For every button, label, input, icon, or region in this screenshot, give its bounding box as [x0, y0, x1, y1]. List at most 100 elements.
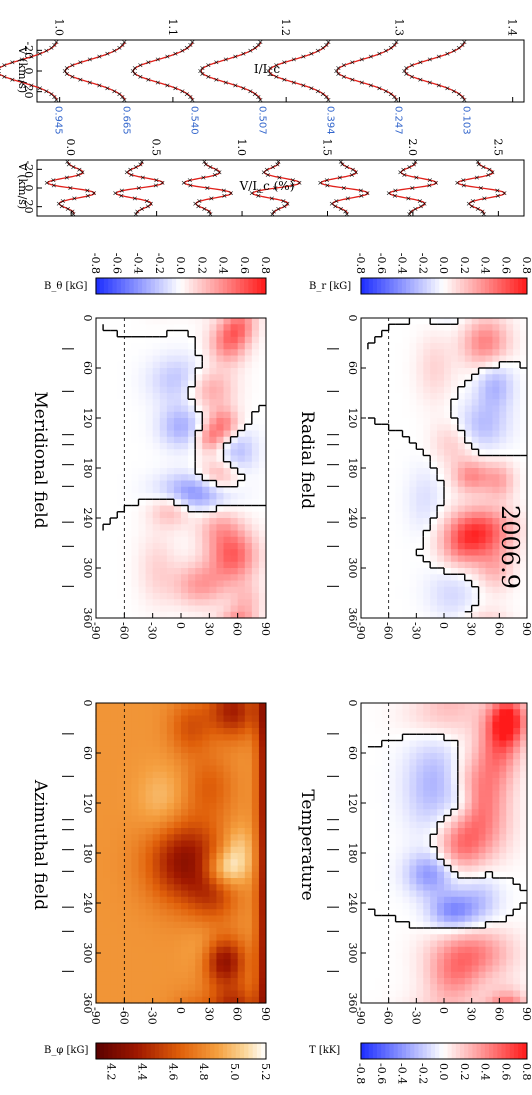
- azimuthal-cell: [484, 790, 493, 798]
- meridional-cell: [471, 449, 479, 457]
- temperature-cell: [229, 928, 238, 935]
- azimuthal-cell: [450, 809, 458, 817]
- radial-cell: [116, 555, 125, 563]
- temperature-cell: [251, 915, 259, 923]
- radial-cell: [95, 355, 104, 363]
- radial-cell: [208, 430, 217, 438]
- radial-cell: [180, 561, 189, 569]
- radial-cell: [180, 411, 189, 419]
- azimuthal-cell: [477, 971, 486, 979]
- radial-cell: [244, 593, 252, 600]
- temperature-cell: [215, 915, 224, 923]
- temperature-cell: [222, 734, 231, 742]
- temperature-cell: [116, 846, 125, 854]
- radial-cell: [201, 611, 210, 619]
- azimuthal-cell: [498, 715, 507, 723]
- temperature-cell: [180, 753, 189, 760]
- meridional-cell: [436, 530, 444, 538]
- temperature-cell: [152, 703, 160, 710]
- azimuthal-cell: [408, 959, 417, 967]
- azimuthal-cell: [512, 878, 521, 885]
- temperature-cell: [208, 815, 217, 823]
- radial-cell: [251, 405, 259, 413]
- radial-cell: [166, 555, 174, 563]
- temperature-cell: [222, 859, 231, 867]
- temperature-cell: [258, 959, 266, 967]
- temperature-cell: [137, 903, 146, 910]
- meridional-cell: [374, 449, 382, 457]
- meridional-cell: [457, 505, 465, 513]
- azimuthal-cell: [401, 959, 410, 967]
- radial-cell: [137, 343, 146, 350]
- temperature-cell: [237, 803, 245, 810]
- temperature-cell: [180, 884, 189, 892]
- radial-cell: [166, 424, 174, 432]
- temperature-cell: [251, 815, 259, 823]
- temperature-cell: [208, 940, 217, 948]
- radial-cell: [152, 568, 160, 575]
- radial-cell: [251, 480, 259, 488]
- azimuthal-cell: [457, 728, 465, 735]
- temperature-cell: [109, 790, 118, 798]
- meridional-cell: [477, 386, 486, 394]
- azimuthal-cell: [388, 740, 396, 748]
- azimuthal-cell: [381, 715, 389, 723]
- radial-cell: [130, 530, 139, 538]
- radial-cell: [152, 505, 160, 513]
- radial-cell: [159, 343, 167, 350]
- radial-cell: [159, 499, 167, 507]
- radial-cell: [208, 374, 217, 382]
- temperature-cell: [237, 915, 245, 923]
- meridional-cell: [408, 374, 417, 382]
- temperature-cell: [102, 728, 111, 735]
- temperature-cell: [194, 971, 203, 979]
- radial-cell: [123, 430, 132, 438]
- temperature-cell: [251, 890, 259, 898]
- meridional-cell: [408, 486, 417, 494]
- azimuthal-cell: [401, 853, 410, 860]
- temperature-cell: [194, 765, 203, 773]
- radial-cell: [102, 418, 111, 425]
- temperature-cell: [208, 871, 217, 879]
- meridional-cell: [422, 430, 431, 438]
- temperature-cell: [109, 746, 118, 754]
- temperature-cell: [258, 784, 266, 792]
- temperature-cell: [137, 978, 146, 985]
- temperature-cell: [159, 890, 167, 898]
- meridional-cell: [477, 480, 486, 488]
- temperature-cell: [166, 978, 174, 985]
- azimuthal-cell: [519, 990, 527, 998]
- radial-cell: [123, 355, 132, 363]
- temperature-colorbar-segment: [146, 1043, 152, 1059]
- meridional-cell: [374, 393, 382, 400]
- temperature-cell: [173, 721, 181, 729]
- meridional-cell: [484, 349, 493, 357]
- radial-cell: [258, 543, 266, 550]
- temperature-cell: [130, 940, 139, 948]
- meridional-cell: [491, 318, 500, 325]
- azimuthal-cell: [512, 915, 521, 923]
- temperature-cell: [159, 971, 167, 979]
- meridional-cell: [388, 455, 396, 463]
- temperature-cell: [144, 909, 153, 917]
- radial-cell: [130, 393, 139, 400]
- radial-cell: [123, 374, 132, 382]
- meridional-cell: [360, 443, 368, 450]
- temperature-cell: [208, 840, 217, 848]
- azimuthal-cell: [505, 996, 514, 1004]
- azimuthal-cell: [401, 840, 410, 848]
- radial-cell: [130, 374, 139, 382]
- meridional-cell: [471, 486, 479, 494]
- radial-cell: [130, 455, 139, 463]
- radial-cell: [109, 561, 118, 569]
- temperature-cell: [258, 740, 266, 748]
- azimuthal-cell: [464, 909, 472, 917]
- temperature-cell: [180, 790, 189, 798]
- azimuthal-cell: [498, 921, 507, 929]
- meridional-cell: [491, 380, 500, 388]
- temperature-cell: [109, 978, 118, 985]
- temperature-cell: [215, 709, 224, 717]
- azimuthal-cell: [464, 728, 472, 735]
- meridional-cell: [394, 405, 403, 413]
- temperature-cell: [187, 959, 196, 967]
